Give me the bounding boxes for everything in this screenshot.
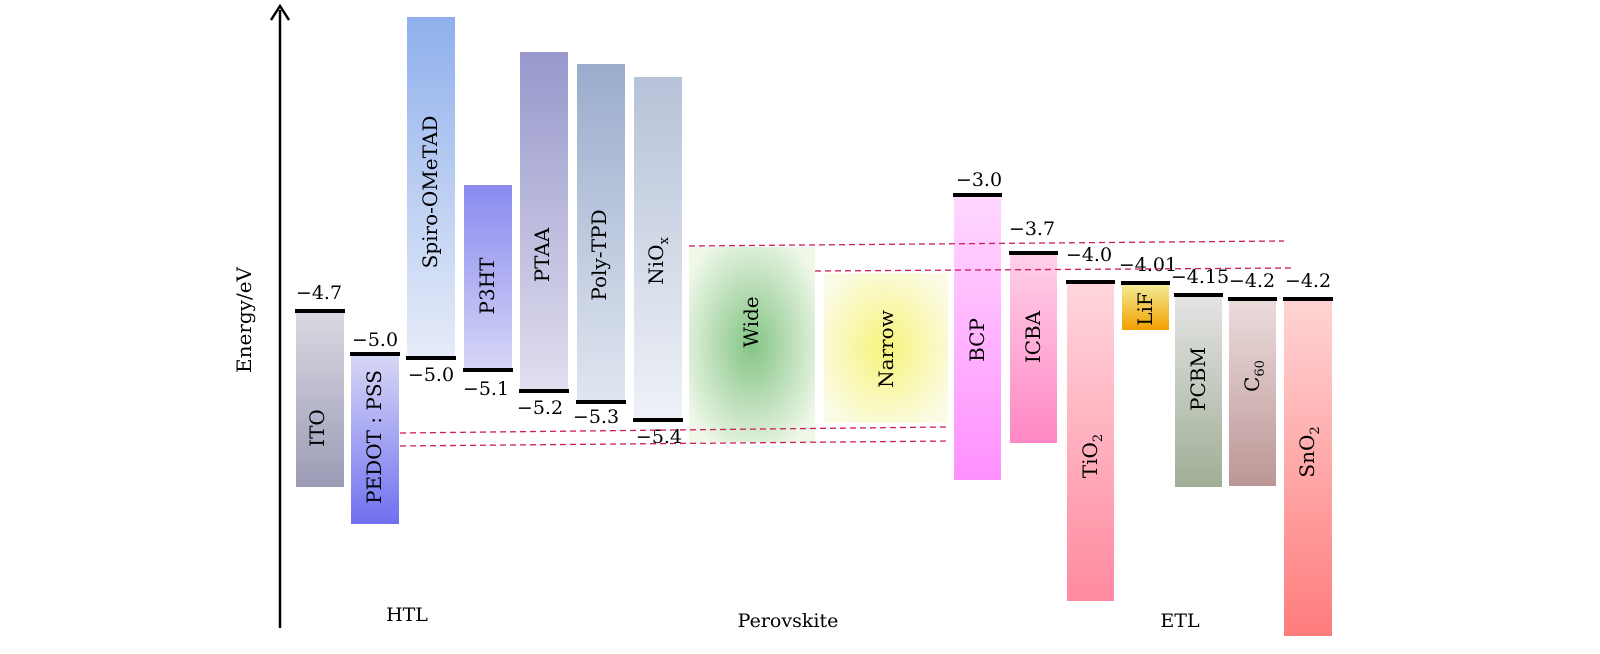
bar-tio2 [1067, 282, 1114, 601]
bar-ptaa [520, 52, 568, 391]
label-niox: NiOx [644, 237, 673, 285]
bar-perovskite-wide [689, 247, 815, 442]
level-value-tio2: −4.0 [1066, 244, 1112, 266]
label-polytpd: Poly-TPD [587, 209, 611, 300]
label-perovskite-wide: Wide [739, 296, 763, 347]
level-value-spiro: −5.0 [408, 364, 454, 386]
label-ito: ITO [305, 409, 329, 447]
material-pedot: −5.0 PEDOT : PSS [350, 329, 400, 524]
level-value-sno2: −4.2 [1285, 270, 1331, 292]
label-c60: C60 [1240, 360, 1269, 392]
material-c60: −4.2 C60 [1228, 270, 1277, 486]
bar-sno2 [1284, 299, 1332, 636]
bar-ito [296, 311, 344, 487]
label-lif: LiF [1133, 292, 1157, 326]
label-sno2: SnO2 [1295, 426, 1324, 477]
material-tio2: −4.0 TiO2 [1066, 244, 1115, 601]
bar-c60 [1229, 299, 1276, 486]
bar-bcp [954, 195, 1001, 480]
label-bcp: BCP [965, 318, 989, 362]
bar-pedot [351, 354, 399, 524]
bar-pcbm [1175, 295, 1222, 487]
perovskite-wide: Wide [689, 247, 815, 442]
label-icba: ICBA [1021, 310, 1045, 363]
level-value-p3ht: −5.1 [463, 378, 509, 400]
material-bcp: −3.0 BCP [953, 169, 1002, 480]
material-lif: −4.01 LiF [1119, 254, 1177, 330]
label-tio2: TiO2 [1078, 434, 1107, 478]
bar-icba [1010, 253, 1057, 443]
bar-niox [634, 77, 682, 420]
label-perovskite-narrow: Narrow [874, 310, 898, 388]
bar-p3ht [464, 185, 512, 370]
energy-axis: Energy/eV [232, 3, 291, 628]
perovskite-narrow: Narrow [824, 273, 948, 423]
material-polytpd: −5.3 Poly-TPD [573, 64, 626, 428]
label-ptaa: PTAA [530, 227, 554, 282]
material-pcbm: −4.15 PCBM [1171, 266, 1229, 487]
bar-lif [1122, 283, 1169, 330]
energy-axis-label: Energy/eV [232, 266, 256, 373]
level-value-lif: −4.01 [1119, 254, 1177, 276]
dashed-line-4 [399, 440, 951, 447]
dashed-line-3 [399, 426, 947, 434]
material-p3ht: −5.1 P3HT [463, 185, 513, 400]
material-ptaa: −5.2 PTAA [517, 52, 569, 419]
energy-axis-arrowhead [269, 3, 291, 21]
section-label-htl: HTL [386, 604, 428, 626]
bar-perovskite-narrow [824, 273, 948, 423]
section-label-perovskite: Perovskite [738, 610, 839, 632]
level-value-bcp: −3.0 [956, 169, 1002, 191]
level-value-c60: −4.2 [1229, 270, 1275, 292]
label-pcbm: PCBM [1186, 347, 1210, 411]
level-value-pedot: −5.0 [352, 329, 398, 351]
label-pedot: PEDOT : PSS [362, 370, 386, 504]
material-spiro: −5.0 Spiro-OMeTAD [406, 17, 456, 386]
section-label-etl: ETL [1160, 610, 1200, 632]
material-niox: −5.4 NiOx [633, 77, 683, 448]
level-value-icba: −3.7 [1009, 218, 1055, 240]
bar-polytpd [577, 64, 625, 402]
label-p3ht: P3HT [475, 257, 499, 315]
dashed-line-1 [688, 240, 1285, 247]
bar-spiro [407, 17, 455, 358]
label-spiro: Spiro-OMeTAD [418, 116, 442, 269]
level-value-polytpd: −5.3 [573, 406, 619, 428]
material-ito: −4.7 ITO [295, 282, 345, 487]
band-alignment-dashes [399, 240, 1293, 447]
level-value-ptaa: −5.2 [517, 397, 563, 419]
level-value-pcbm: −4.15 [1171, 266, 1229, 288]
material-icba: −3.7 ICBA [1009, 218, 1058, 443]
level-value-niox: −5.4 [636, 426, 682, 448]
material-sno2: −4.2 SnO2 [1283, 270, 1333, 636]
level-value-ito: −4.7 [296, 282, 342, 304]
